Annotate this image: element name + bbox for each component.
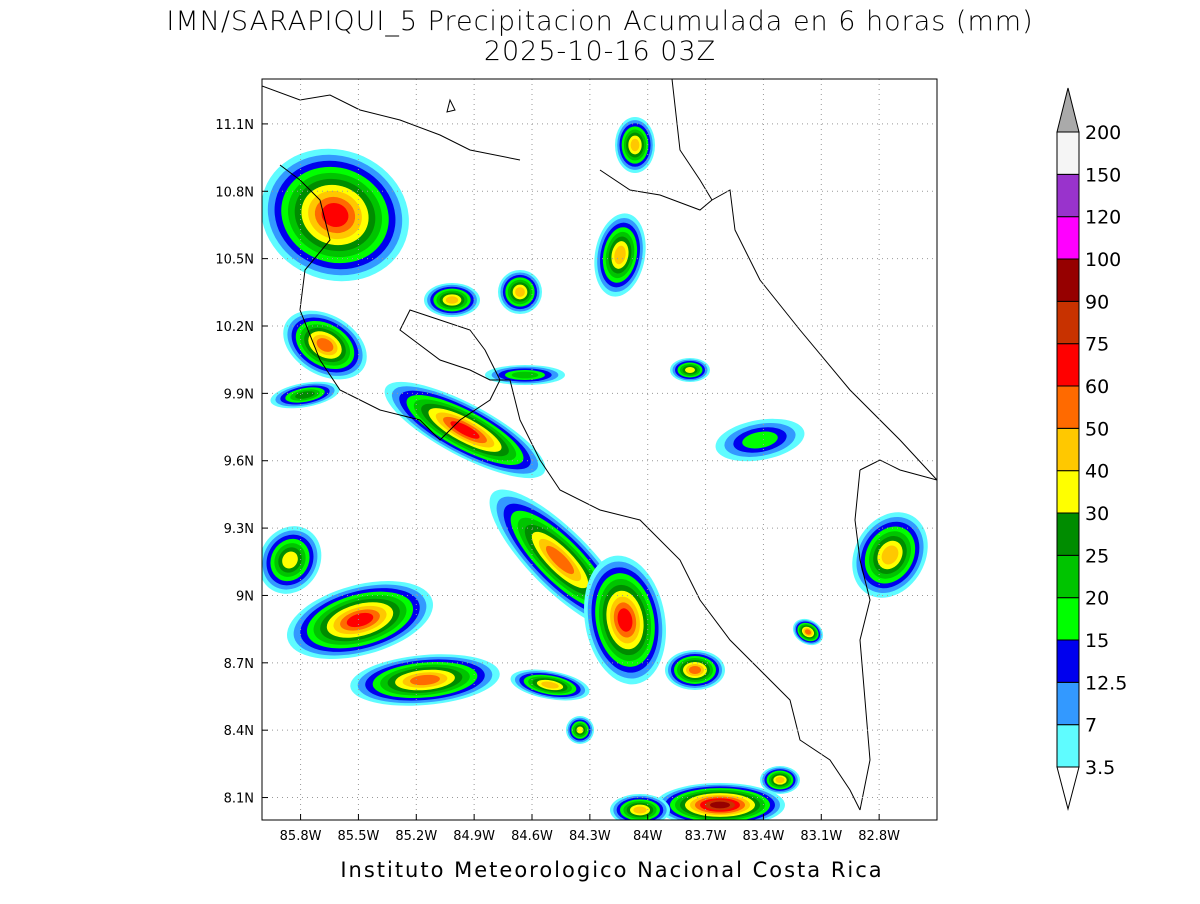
rain-area [614, 245, 626, 265]
colorbar-bin [1056, 427, 1080, 472]
x-tick-label: 83.4W [743, 829, 785, 844]
border [599, 169, 713, 211]
x-tick-label: 84.3W [569, 829, 611, 844]
x-tick-label: 84.6W [511, 829, 553, 844]
rain-area [775, 776, 785, 784]
colorbar-under [1056, 766, 1080, 811]
y-tick-label: 8.1N [224, 792, 254, 807]
colorbar-bin [1056, 470, 1080, 514]
rain-area [633, 806, 647, 814]
colorbar-bin [1056, 343, 1080, 387]
rain-area [685, 367, 695, 373]
colorbar-bin [1056, 173, 1080, 218]
colorbar-label: 7 [1085, 715, 1097, 737]
colorbar-label: 150 [1085, 164, 1121, 186]
x-tick-label: 82.8W [858, 829, 900, 844]
colorbar-label: 25 [1085, 545, 1109, 567]
coast [262, 85, 521, 161]
colorbar-bin [1056, 300, 1080, 345]
x-tick-label: 84.9W [453, 829, 495, 844]
y-tick-label: 10.8N [215, 185, 254, 200]
x-tick-label: 83.1W [800, 829, 842, 844]
y-tick-label: 9.3N [224, 522, 254, 537]
colorbar-bin [1056, 639, 1080, 683]
coast [671, 79, 937, 481]
rain-area [576, 726, 584, 734]
colorbar-label: 3.5 [1085, 757, 1115, 779]
colorbar-label: 200 [1085, 122, 1121, 144]
y-tick-label: 9.9N [224, 387, 254, 402]
coast [279, 164, 861, 811]
subtitle: 2025-10-16 03Z [484, 36, 716, 67]
rain-area [295, 391, 315, 399]
rain-area [541, 681, 559, 689]
rain-area [630, 138, 640, 152]
rain-area [617, 608, 633, 632]
colorbar-label: 30 [1085, 503, 1109, 525]
rain-area [282, 551, 298, 569]
rain-area [545, 545, 575, 575]
rain-area [742, 431, 778, 449]
y-tick-label: 10.2N [215, 320, 254, 335]
colorbar-label: 50 [1085, 418, 1109, 440]
colorbar-bin [1056, 597, 1080, 641]
rain-area [689, 666, 701, 674]
rain-area [321, 202, 349, 228]
rain-area [515, 287, 525, 297]
colorbar-label: 120 [1085, 207, 1121, 229]
rain-field [262, 117, 928, 820]
rain-area [316, 338, 334, 352]
map-frame [261, 78, 938, 821]
rain-area [710, 801, 730, 809]
colorbar-label: 90 [1085, 291, 1109, 313]
island [446, 98, 456, 113]
title: IMN/SARAPIQUI_5 Precipitacion Acumulada … [166, 6, 1033, 37]
colorbar-bin [1056, 681, 1080, 726]
y-tick-label: 10.5N [215, 253, 254, 268]
x-tick-label: 84W [633, 829, 663, 844]
coastlines [262, 79, 937, 811]
x-tick-label: 83.7W [685, 829, 727, 844]
colorbar-bin [1056, 512, 1080, 556]
y-tick-label: 9.6N [224, 455, 254, 470]
rain-area [445, 296, 459, 304]
rain-area [881, 545, 899, 565]
colorbar-label: 40 [1085, 461, 1109, 483]
y-tick-label: 9N [236, 589, 254, 604]
rain-area [346, 612, 374, 628]
colorbar-label: 20 [1085, 588, 1109, 610]
rain-area [804, 629, 812, 635]
colorbar-bin [1056, 216, 1080, 260]
colorbar-bin [1056, 131, 1080, 175]
colorbar-label: 75 [1085, 334, 1109, 356]
rain-area [410, 674, 440, 686]
colorbar-bin [1056, 724, 1080, 768]
colorbar-label: 60 [1085, 376, 1109, 398]
x-tick-label: 85.5W [338, 829, 380, 844]
y-tick-label: 8.4N [224, 724, 254, 739]
colorbar-over [1056, 87, 1080, 133]
x-tick-label: 85.8W [280, 829, 322, 844]
colorbar-label: 15 [1085, 630, 1109, 652]
colorbar-label: 100 [1085, 249, 1121, 271]
footer: Instituto Meteorologico Nacional Costa R… [340, 858, 883, 882]
x-tick-label: 85.2W [395, 829, 437, 844]
colorbar-bin [1056, 385, 1080, 429]
colorbar-bin [1056, 258, 1080, 302]
border [854, 459, 937, 811]
rain-area [511, 371, 539, 379]
rain-area [450, 421, 480, 439]
colorbar-label: 12.5 [1085, 672, 1127, 694]
y-tick-label: 8.7N [224, 657, 254, 672]
y-tick-label: 11.1N [215, 118, 254, 133]
colorbar-bin [1056, 554, 1080, 599]
